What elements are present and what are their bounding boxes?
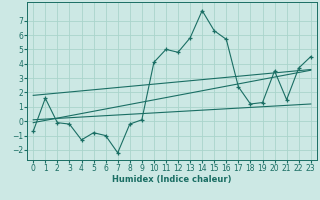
X-axis label: Humidex (Indice chaleur): Humidex (Indice chaleur): [112, 175, 232, 184]
